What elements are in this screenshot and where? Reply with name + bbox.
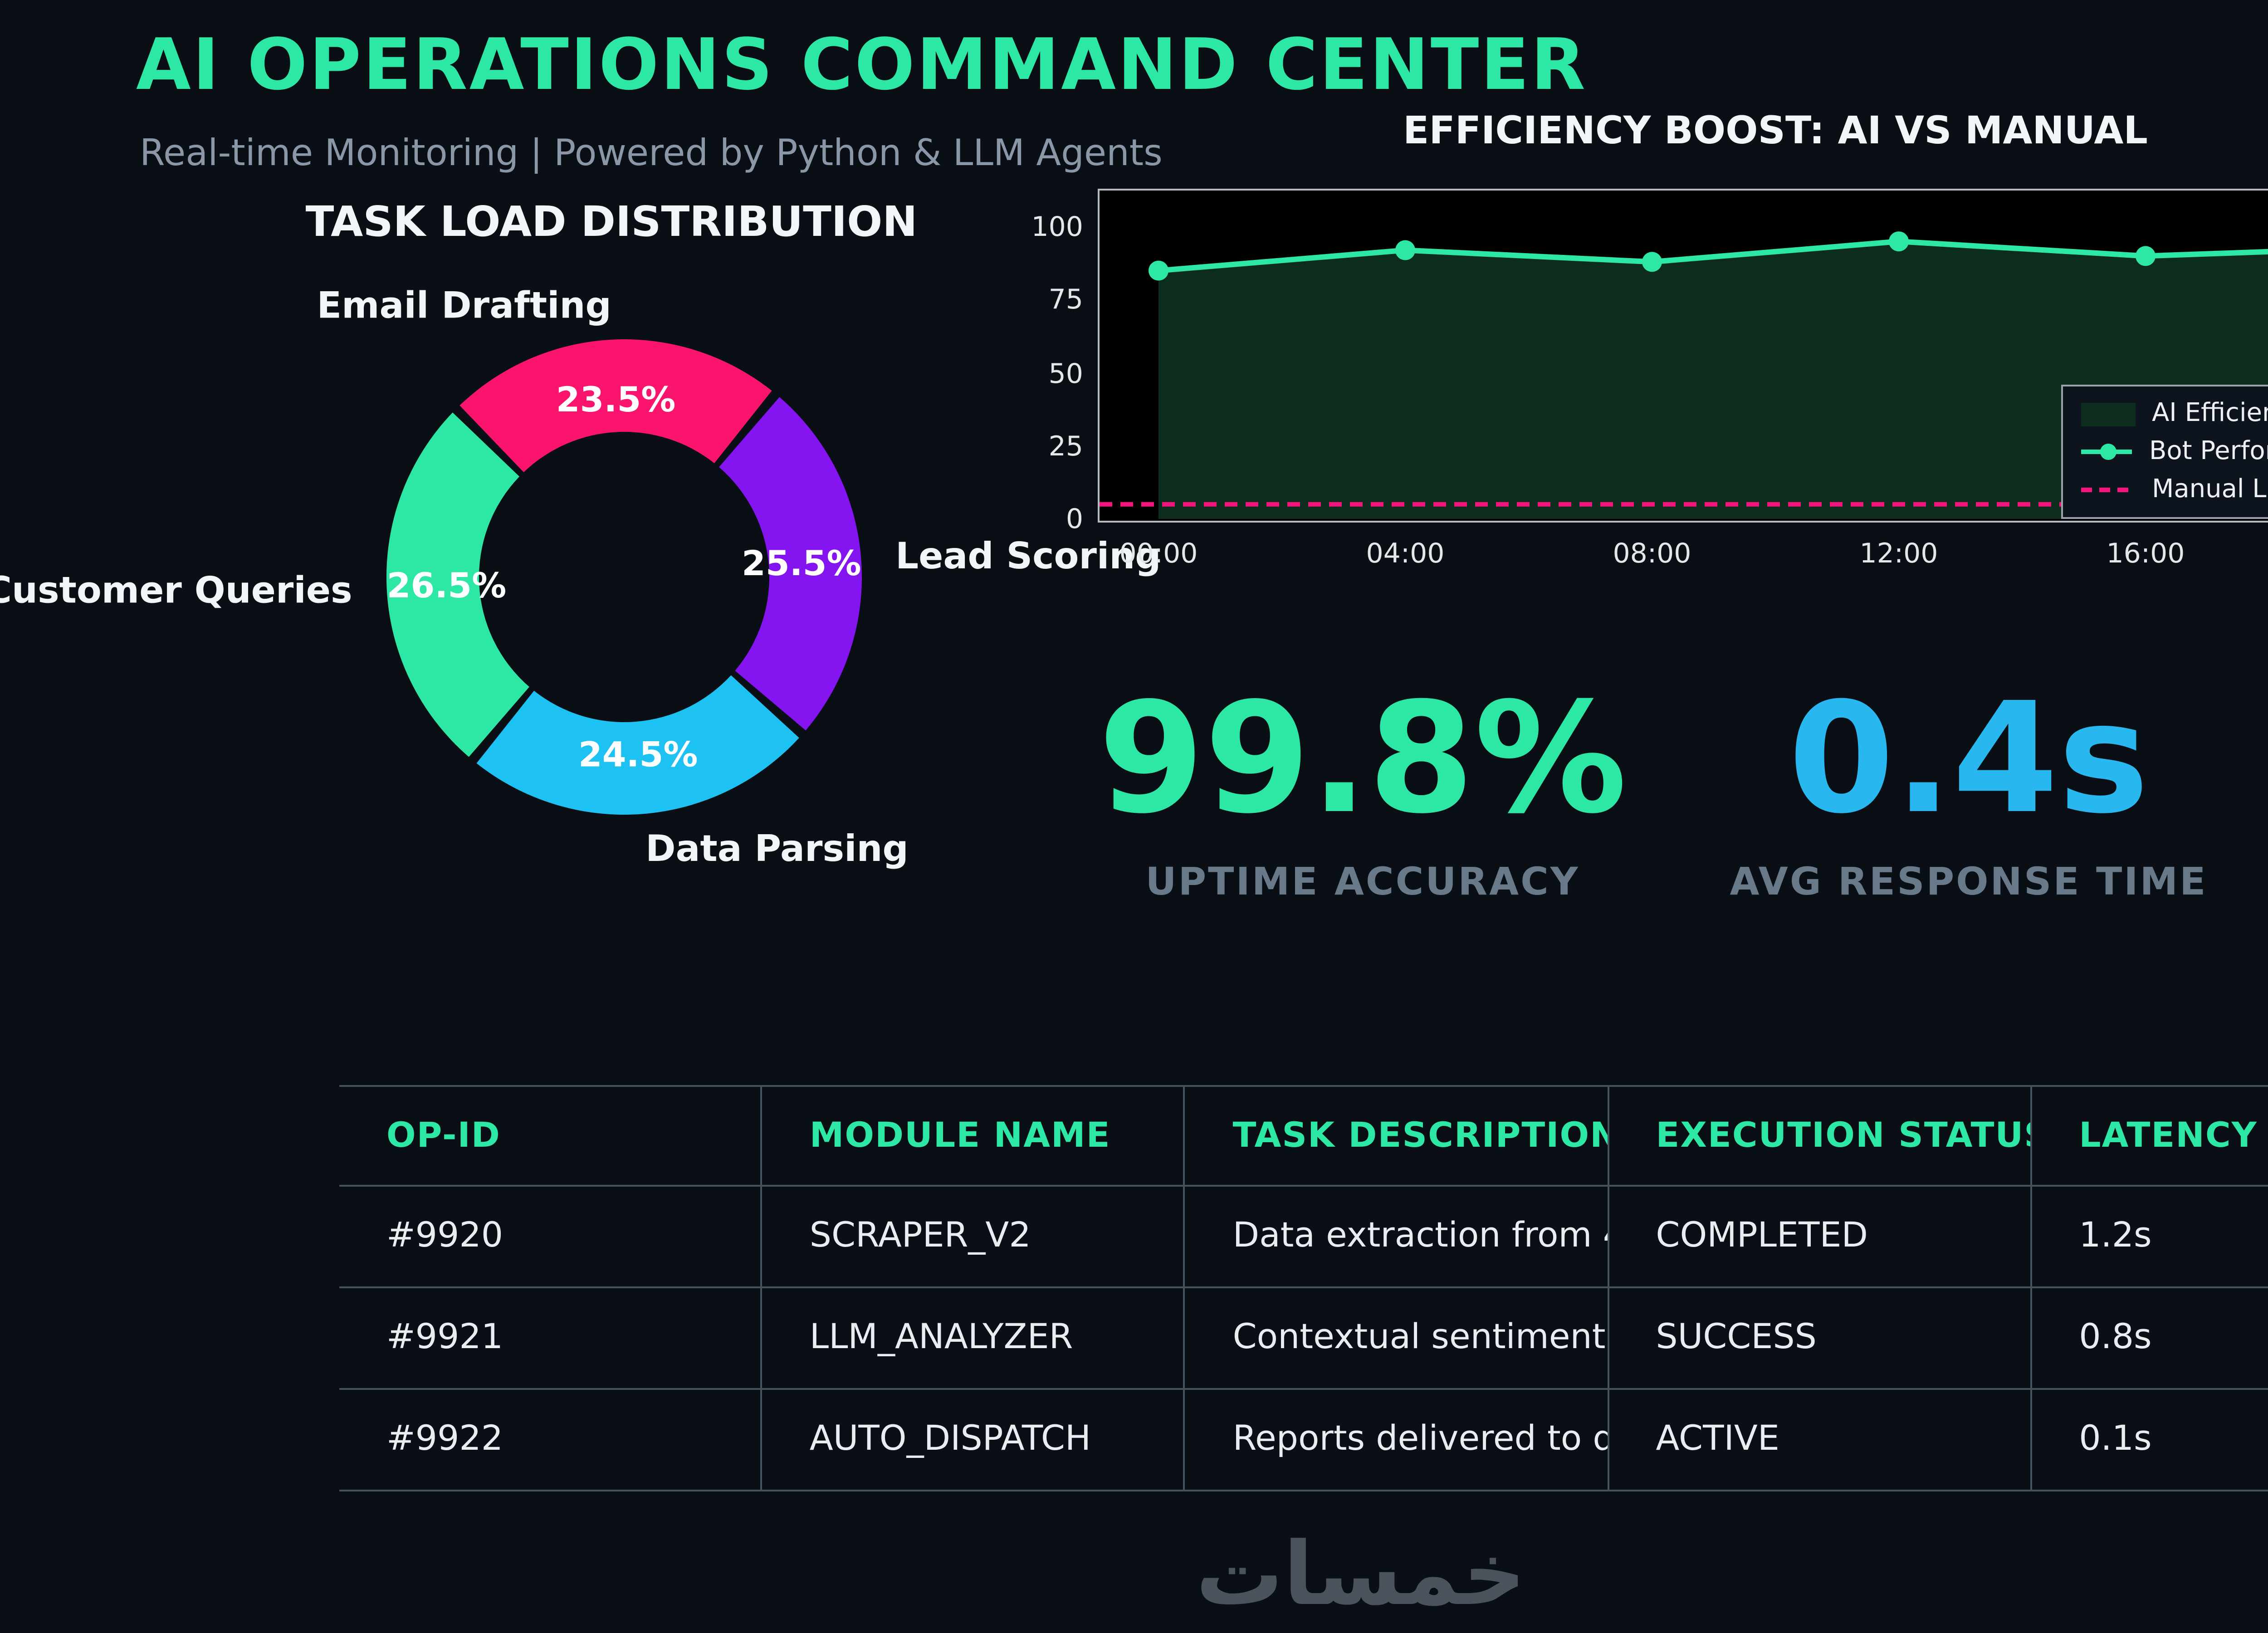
table-cell: AUTO_DISPATCH xyxy=(762,1390,1186,1491)
y-tick-label: 25 xyxy=(1048,430,1083,462)
table-header-cell: TASK DESCRIPTION xyxy=(1185,1085,1609,1187)
legend-item-ai-efficiency: AI Efficiency xyxy=(2081,396,2268,433)
uptime-stat: 99.8% UPTIME ACCURACY xyxy=(945,682,1780,904)
uptime-value: 99.8% xyxy=(1098,670,1627,847)
uptime-label: UPTIME ACCURACY xyxy=(1145,860,1580,904)
x-tick-label: 16:00 xyxy=(2106,537,2185,570)
table-cell: #9922 xyxy=(339,1390,763,1491)
data-point-marker xyxy=(1642,252,1662,272)
legend-item-manual-limit: Manual Limit xyxy=(2081,470,2268,508)
task-load-donut-chart: 23.5% Email Drafting 25.5% Lead Scoring 24.5… xyxy=(0,284,1161,870)
table-cell: ACTIVE xyxy=(1608,1390,2032,1491)
y-tick-label: 75 xyxy=(1048,284,1083,316)
donut-percent-label: 24.5% xyxy=(578,734,698,774)
data-point-marker xyxy=(1395,240,1415,260)
legend-item-bot-performance: Bot Performance (%) xyxy=(2081,433,2268,471)
x-tick-label: 00:00 xyxy=(1119,537,1198,570)
chart-legend: AI Efficiency Bot Performance (%) Manual… xyxy=(2061,385,2268,519)
donut-percent-label: 26.5% xyxy=(387,565,507,606)
table-cell: 0.8s xyxy=(2032,1288,2268,1390)
y-tick-label: 100 xyxy=(1031,210,1083,243)
table-cell: Contextual sentiment xyxy=(1185,1288,1609,1390)
donut-percent-label: 25.5% xyxy=(742,543,861,583)
table-cell: #9920 xyxy=(339,1187,763,1288)
x-tick-label: 08:00 xyxy=(1613,537,1691,570)
table-cell: Data extraction from 4 xyxy=(1185,1187,1609,1288)
legend-label: AI Efficiency xyxy=(2152,400,2268,429)
table-cell: LLM_ANALYZER xyxy=(762,1288,1186,1390)
bot-performance-line xyxy=(1158,239,2268,274)
table-cell: #9921 xyxy=(339,1288,763,1390)
legend-label: Manual Limit xyxy=(2152,474,2268,504)
donut-percent-label: 23.5% xyxy=(556,379,676,420)
pie-chart-title: TASK LOAD DISTRIBUTION xyxy=(305,200,918,247)
data-point-marker xyxy=(2136,246,2156,266)
data-point-marker xyxy=(1149,260,1168,281)
response-time-label: AVG RESPONSE TIME xyxy=(1730,860,2208,904)
page-title: AI OPERATIONS COMMAND CENTER xyxy=(136,25,1588,107)
line-chart-title: EFFICIENCY BOOST: AI VS MANUAL xyxy=(1403,109,2148,152)
table-header-cell: MODULE NAME xyxy=(762,1085,1186,1187)
donut-slice-label: Lead Scoring xyxy=(895,535,1161,577)
donut-slice xyxy=(719,397,862,731)
operations-table: OP-ID MODULE NAME TASK DESCRIPTION EXECUTIO… xyxy=(339,1085,2268,1491)
response-time-value: 0.4s xyxy=(1788,670,2149,847)
table-cell: 0.1s xyxy=(2032,1390,2268,1491)
table-header-cell: OP-ID xyxy=(339,1085,763,1187)
dashed-line-swatch xyxy=(2081,487,2136,492)
table-cell: 1.2s xyxy=(2032,1187,2268,1288)
data-point-marker xyxy=(1889,231,1909,252)
donut-slice xyxy=(386,412,529,757)
ai-efficiency-area xyxy=(1158,241,2268,519)
donut-slice xyxy=(459,339,772,473)
donut-slice-label: Data Parsing xyxy=(645,827,909,870)
legend-label: Bot Performance (%) xyxy=(2149,437,2268,466)
table-header-cell: LATENCY xyxy=(2032,1085,2268,1187)
donut-slice-label: Customer Queries xyxy=(0,569,352,611)
donut-slice xyxy=(476,675,799,815)
x-tick-label: 04:00 xyxy=(1366,537,1445,570)
table-cell: SUCCESS xyxy=(1608,1288,2032,1390)
table-cell: COMPLETED xyxy=(1608,1187,2032,1288)
donut-slice-label: Email Drafting xyxy=(317,284,611,327)
watermark: خمسات xyxy=(1196,1524,1526,1626)
x-tick-label: 12:00 xyxy=(1859,537,1938,570)
line-marker-swatch xyxy=(2081,444,2133,460)
table-cell: SCRAPER_V2 xyxy=(762,1187,1186,1288)
y-tick-label: 50 xyxy=(1048,357,1083,389)
table-header-cell: EXECUTION STATUS xyxy=(1608,1085,2032,1187)
y-tick-label: 0 xyxy=(1066,503,1083,535)
page-subtitle: Real-time Monitoring | Powered by Python… xyxy=(140,131,1163,174)
table-cell: Reports delivered to d xyxy=(1185,1390,1609,1491)
ai-efficiency-area-swatch xyxy=(2081,402,2136,426)
response-time-stat: 0.4s AVG RESPONSE TIME xyxy=(1551,682,2268,904)
